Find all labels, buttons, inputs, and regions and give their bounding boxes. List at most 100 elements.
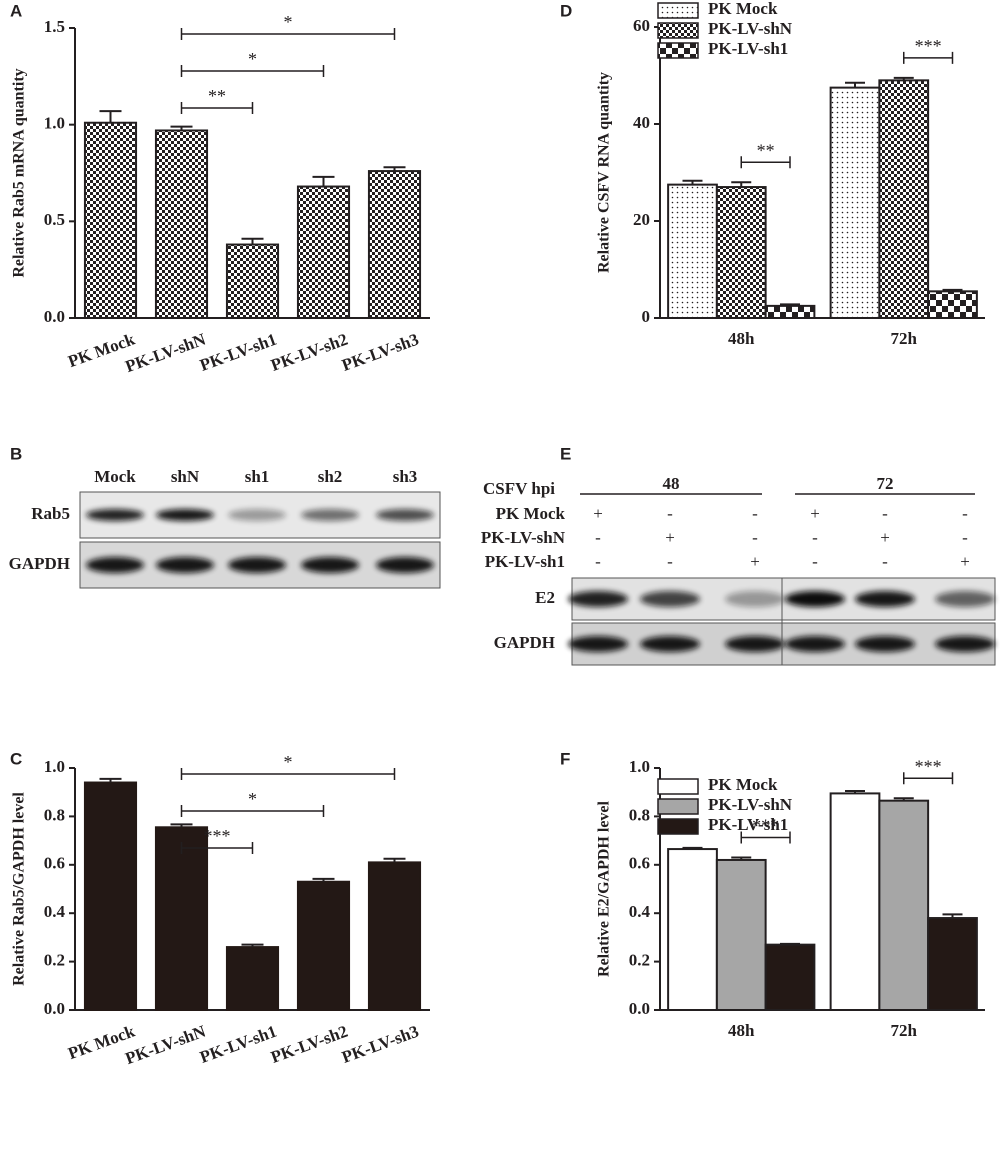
error-bar	[780, 942, 800, 945]
bar	[829, 86, 881, 319]
bar	[154, 826, 209, 1011]
condition-label: PK-LV-shN	[481, 528, 566, 547]
error-bar	[312, 877, 335, 882]
bar	[225, 946, 280, 1012]
significance-label: *	[284, 12, 293, 32]
significance-label: *	[284, 752, 293, 772]
lane-label: shN	[171, 467, 200, 486]
legend-label: PK-LV-shN	[708, 19, 793, 38]
blot-band	[301, 509, 359, 521]
condition-sign: +	[880, 528, 890, 547]
bar	[715, 186, 767, 319]
error-bar	[241, 943, 264, 948]
legend-swatch	[657, 2, 699, 19]
x-tick-label: PK-LV-sh2	[268, 330, 350, 375]
error-bar	[682, 846, 703, 850]
significance-bracket	[740, 156, 791, 169]
panel-label: B	[10, 444, 22, 463]
panel-label: F	[560, 749, 570, 768]
bar	[878, 799, 930, 1011]
y-tick-label: 0.5	[44, 210, 65, 229]
y-tick-label: 0.6	[629, 854, 650, 873]
y-tick-label: 0.0	[629, 999, 650, 1018]
significance-label: ***	[204, 826, 231, 846]
condition-sign: -	[882, 552, 888, 571]
bar	[83, 781, 138, 1012]
legend-swatch	[657, 818, 699, 835]
significance-bracket	[180, 102, 254, 114]
lane-label: Mock	[94, 467, 136, 486]
error-bar	[942, 913, 963, 919]
row-label: GAPDH	[9, 554, 70, 573]
blot-band	[86, 557, 144, 573]
row-label: E2	[535, 588, 555, 607]
condition-sign: +	[750, 552, 760, 571]
condition-label: PK-LV-sh1	[485, 552, 565, 571]
legend-label: PK-LV-sh1	[708, 39, 788, 58]
error-bar	[99, 110, 122, 123]
blot-band	[725, 591, 785, 607]
bar	[878, 79, 930, 319]
panel-label: E	[560, 444, 571, 463]
condition-sign: -	[752, 504, 758, 523]
bar	[667, 183, 718, 319]
blot-band	[301, 557, 359, 573]
y-axis-label: Relative Rab5/GAPDH level	[11, 792, 28, 986]
significance-label: *	[248, 789, 257, 809]
bar	[764, 304, 816, 319]
legend-swatch	[657, 22, 699, 39]
condition-sign: -	[882, 504, 888, 523]
y-tick-label: 60	[633, 16, 650, 35]
blot-band	[935, 636, 995, 652]
bar	[764, 943, 816, 1011]
condition-sign: -	[962, 528, 968, 547]
bar	[225, 243, 280, 320]
condition-sign: -	[667, 552, 673, 571]
blot-band	[376, 509, 434, 521]
significance-label: ***	[915, 36, 942, 56]
error-bar	[893, 76, 914, 81]
blot-band	[568, 636, 628, 652]
condition-sign: -	[752, 528, 758, 547]
error-bar	[731, 181, 752, 188]
significance-bracket	[903, 772, 954, 785]
x-tick-label: PK-LV-sh3	[339, 1022, 421, 1067]
blot-band	[640, 591, 700, 607]
error-bar	[845, 789, 865, 794]
blot-band	[568, 591, 628, 607]
significance-label: **	[208, 86, 226, 106]
y-tick-label: 40	[633, 113, 650, 132]
bar	[296, 880, 351, 1011]
bar	[154, 129, 209, 319]
bar	[667, 848, 718, 1011]
lane-label: sh1	[245, 467, 270, 486]
condition-sign: +	[960, 552, 970, 571]
significance-bracket	[903, 51, 954, 64]
bar	[367, 861, 422, 1011]
error-bar	[383, 166, 406, 172]
y-tick-label: 1.0	[44, 114, 65, 133]
y-tick-label: 0	[642, 307, 651, 326]
error-bar	[682, 179, 703, 185]
x-tick-label: 72h	[891, 1021, 918, 1040]
legend-swatch	[657, 778, 699, 795]
error-bar	[241, 237, 264, 245]
blot-band	[935, 591, 995, 607]
significance-label: ***	[915, 756, 942, 776]
y-tick-label: 0.8	[44, 805, 65, 824]
error-bar	[99, 777, 122, 783]
y-tick-label: 0.2	[629, 951, 650, 970]
y-tick-label: 20	[633, 210, 650, 229]
condition-sign: -	[812, 528, 818, 547]
blot-band	[156, 509, 214, 521]
blot-band	[855, 636, 915, 652]
condition-sign: +	[593, 504, 603, 523]
legend-label: PK Mock	[708, 0, 778, 18]
blot-band	[640, 636, 700, 652]
bar	[927, 290, 978, 320]
x-tick-label: PK-LV-shN	[123, 329, 209, 376]
condition-sign: +	[665, 528, 675, 547]
condition-sign: -	[595, 528, 601, 547]
significance-bracket	[180, 805, 325, 817]
